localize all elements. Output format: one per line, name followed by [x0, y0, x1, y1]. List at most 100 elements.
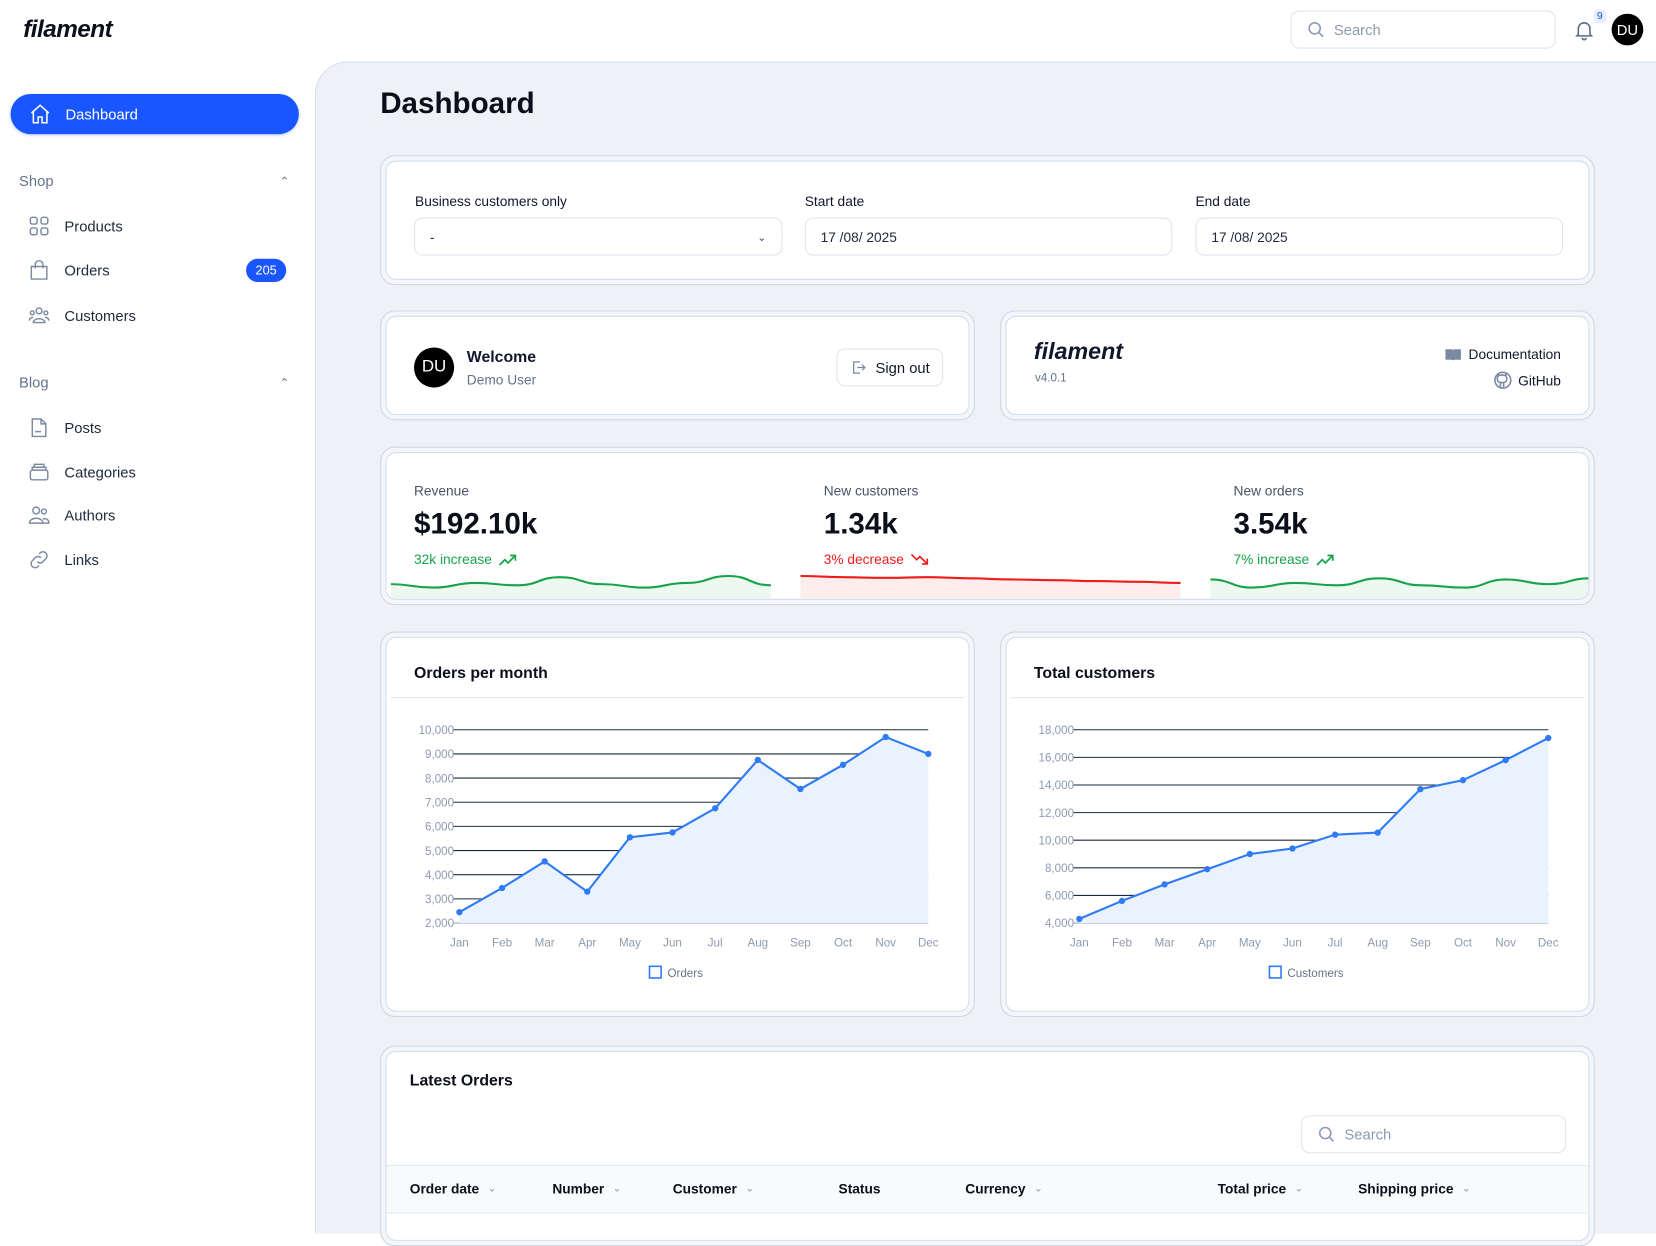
- sidebar-item-products[interactable]: Products: [27, 210, 286, 242]
- sign-out-button[interactable]: Sign out: [836, 348, 944, 387]
- stat-description: 7% increase: [1234, 551, 1589, 567]
- column-label: Customer: [672, 1180, 737, 1197]
- sidebar-group-shop[interactable]: Shop ⌃: [19, 172, 289, 189]
- end-date-label: End date: [1195, 193, 1251, 210]
- page-title: Dashboard: [380, 86, 535, 120]
- column-shipping-price[interactable]: Shipping price ⌄: [1358, 1181, 1471, 1197]
- data-point: [584, 888, 591, 895]
- group-label: Shop: [19, 172, 54, 190]
- y-tick-label: 6,000: [1045, 890, 1074, 903]
- document-icon: [31, 418, 47, 438]
- x-tick-label: Jun: [663, 936, 682, 949]
- sidebar-item-label: Customers: [64, 307, 136, 325]
- business-label: Business customers only: [415, 193, 567, 210]
- input-value: 17 /08/ 2025: [820, 228, 897, 245]
- bell-icon[interactable]: [1573, 18, 1596, 41]
- link-label: GitHub: [1518, 372, 1561, 389]
- business-customers-select[interactable]: - ⌄: [413, 217, 783, 256]
- column-label: Number: [552, 1180, 605, 1197]
- orders-chart-card: Orders per month 2,000 3,000 4,000 5,000 6,0…: [380, 631, 975, 1018]
- data-point: [1459, 776, 1467, 784]
- x-tick-label: Mar: [1155, 936, 1175, 949]
- sidebar-item-orders[interactable]: Orders 205: [27, 255, 287, 287]
- chevron-up-icon[interactable]: ⌃: [279, 376, 290, 390]
- x-tick-label: Oct: [834, 936, 853, 949]
- input-value: 17 /08/ 2025: [1211, 228, 1288, 245]
- y-tick-label: 2,000: [425, 917, 454, 930]
- sidebar-item-dashboard[interactable]: Dashboard: [10, 93, 299, 135]
- chart-title: Total customers: [1033, 664, 1156, 683]
- x-tick-label: Jul: [708, 936, 723, 949]
- sidebar-item-label: Links: [64, 551, 99, 569]
- rectangle-stack-icon: [29, 463, 49, 481]
- topbar: filament Search 9 DU: [0, 0, 1656, 62]
- sidebar-item-posts[interactable]: Posts: [27, 412, 286, 444]
- sidebar-item-label: Products: [64, 217, 123, 235]
- user-avatar[interactable]: DU: [1611, 13, 1644, 46]
- column-total-price[interactable]: Total price ⌄: [1218, 1181, 1304, 1197]
- x-tick-label: Jan: [1070, 936, 1089, 949]
- global-search-input[interactable]: Search: [1290, 10, 1556, 49]
- stats-overview: Revenue $192.10k 32k increase New customers…: [380, 446, 1595, 606]
- customers-chart-card: Total customers 4,000 6,000 8,000 10,000 12,…: [1000, 631, 1595, 1018]
- version: v4.0.1: [1034, 371, 1067, 385]
- chevron-down-icon: ⌄: [612, 1182, 622, 1195]
- chevron-up-icon[interactable]: ⌃: [279, 174, 290, 188]
- shopping-bag-icon: [30, 259, 48, 280]
- filament-logo: filament: [1033, 337, 1124, 365]
- chevron-down-icon: ⌄: [1294, 1182, 1304, 1195]
- y-tick-label: 3,000: [425, 893, 454, 906]
- series-line: [1078, 737, 1549, 920]
- documentation-link[interactable]: Documentation: [1444, 346, 1561, 362]
- y-tick-label: 8,000: [425, 772, 454, 785]
- data-point: [1246, 850, 1254, 858]
- start-date-input[interactable]: 17 /08/ 2025: [804, 217, 1173, 256]
- end-date-input[interactable]: 17 /08/ 2025: [1195, 217, 1564, 256]
- data-point: [1502, 756, 1509, 764]
- data-point: [1545, 734, 1552, 742]
- latest-orders-table: Latest Orders Search Order date ⌄ Number ⌄…: [380, 1045, 1595, 1246]
- column-label: Order date: [409, 1180, 480, 1197]
- sidebar-group-blog[interactable]: Blog ⌃: [19, 374, 289, 391]
- data-point: [1204, 866, 1211, 873]
- y-tick-label: 18,000: [1039, 724, 1075, 737]
- logout-icon: [853, 361, 866, 374]
- column-number[interactable]: Number ⌄: [552, 1181, 621, 1197]
- stat-sparkline: [390, 574, 771, 599]
- divider: [1010, 697, 1585, 699]
- data-point: [626, 834, 634, 841]
- table-header-row: Order date ⌄ Number ⌄ Customer ⌄ Status Cur…: [386, 1164, 1589, 1214]
- y-tick-label: 7,000: [425, 796, 454, 809]
- x-tick-label: Dec: [918, 936, 939, 949]
- sidebar-item-categories[interactable]: Categories: [27, 456, 286, 488]
- column-label: Currency: [965, 1180, 1026, 1197]
- y-tick-label: 5,000: [425, 845, 454, 858]
- y-tick-label: 4,000: [425, 869, 454, 882]
- table-search-input[interactable]: Search: [1301, 1115, 1567, 1154]
- data-point: [925, 750, 932, 758]
- orders-line-chart: 2,000 3,000 4,000 5,000 6,000 7,000 8,000 9,000…: [419, 724, 939, 980]
- github-link[interactable]: GitHub: [1493, 371, 1561, 390]
- column-customer[interactable]: Customer ⌄: [673, 1181, 754, 1197]
- y-tick-label: 6,000: [425, 821, 454, 834]
- sidebar-item-customers[interactable]: Customers: [27, 300, 286, 332]
- data-point: [1289, 845, 1296, 852]
- data-point: [797, 785, 804, 793]
- legend-swatch: [648, 965, 662, 979]
- sidebar-item-authors[interactable]: Authors: [27, 500, 286, 532]
- column-order-date[interactable]: Order date ⌄: [410, 1181, 497, 1197]
- data-point: [1417, 785, 1424, 793]
- x-tick-label: Apr: [578, 936, 596, 949]
- sidebar-item-label: Authors: [64, 506, 116, 524]
- search-placeholder: Search: [1344, 1125, 1392, 1143]
- stat-new-customers: New customers 1.34k 3% decrease: [824, 483, 1204, 567]
- logo[interactable]: filament: [23, 14, 113, 43]
- column-currency[interactable]: Currency ⌄: [965, 1181, 1043, 1197]
- x-tick-label: Sep: [790, 936, 811, 949]
- data-point: [754, 756, 761, 764]
- sidebar-item-label: Dashboard: [65, 105, 138, 123]
- select-value: -: [429, 228, 435, 245]
- x-tick-label: Oct: [1454, 936, 1473, 949]
- x-tick-label: May: [1239, 936, 1261, 949]
- sidebar-item-links[interactable]: Links: [27, 544, 286, 576]
